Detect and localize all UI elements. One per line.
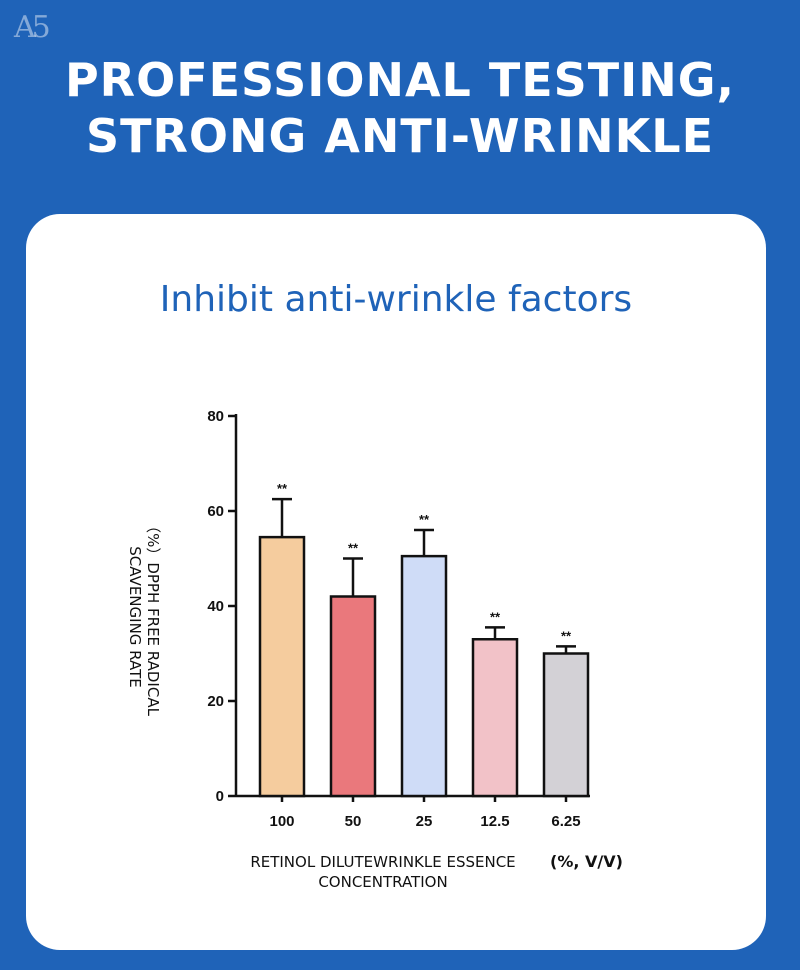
significance-label: ** — [277, 481, 288, 496]
bar — [258, 535, 306, 798]
x-tick-label: 25 — [416, 813, 433, 830]
significance-label: ** — [561, 628, 572, 643]
chart-card: Inhibit anti-wrinkle factors — [26, 214, 766, 950]
y-tick-label: 40 — [207, 598, 224, 615]
x-tick-label: 50 — [345, 813, 362, 830]
y-tick-label: 80 — [207, 408, 224, 425]
bar — [329, 595, 377, 798]
x-tick-label: 6.25 — [551, 813, 580, 830]
significance-label: ** — [419, 512, 430, 527]
x-axis-unit: (%, V/V) — [550, 852, 623, 871]
y-axis-title-line-1: DPPH FREE RADICAL — [144, 562, 162, 716]
y-tick-label: 60 — [207, 503, 224, 520]
x-axis-title: RETINOL DILUTEWRINKLE ESSENCE CONCENTRAT… — [213, 852, 553, 892]
headline-line-1: PROFESSIONAL TESTING, — [64, 53, 736, 107]
x-axis-title-line-1: RETINOL DILUTEWRINKLE ESSENCE — [250, 853, 516, 871]
y-axis-title: （%）DPPH FREE RADICAL SCAVENGING RATE — [126, 497, 162, 737]
y-tick-label: 20 — [207, 693, 224, 710]
card-title: Inhibit anti-wrinkle factors — [159, 279, 633, 320]
headline-line-2: STRONG ANTI-WRINKLE — [85, 109, 715, 163]
brand-logo: A5 — [14, 10, 51, 45]
bar — [471, 638, 519, 798]
y-axis-title-line-2: SCAVENGING RATE — [126, 546, 144, 688]
x-tick-label: 100 — [269, 813, 294, 830]
significance-label: ** — [490, 609, 501, 624]
page-headline: PROFESSIONAL TESTING, STRONG ANTI-WRINKL… — [0, 52, 800, 164]
x-tick-label: 12.5 — [480, 813, 509, 830]
significance-label: ** — [348, 541, 359, 556]
x-axis-title-line-2: CONCENTRATION — [318, 873, 448, 891]
y-axis-unit: （%） — [144, 518, 162, 563]
bar — [400, 554, 448, 798]
bar — [542, 652, 590, 798]
y-tick-label: 0 — [216, 788, 224, 805]
